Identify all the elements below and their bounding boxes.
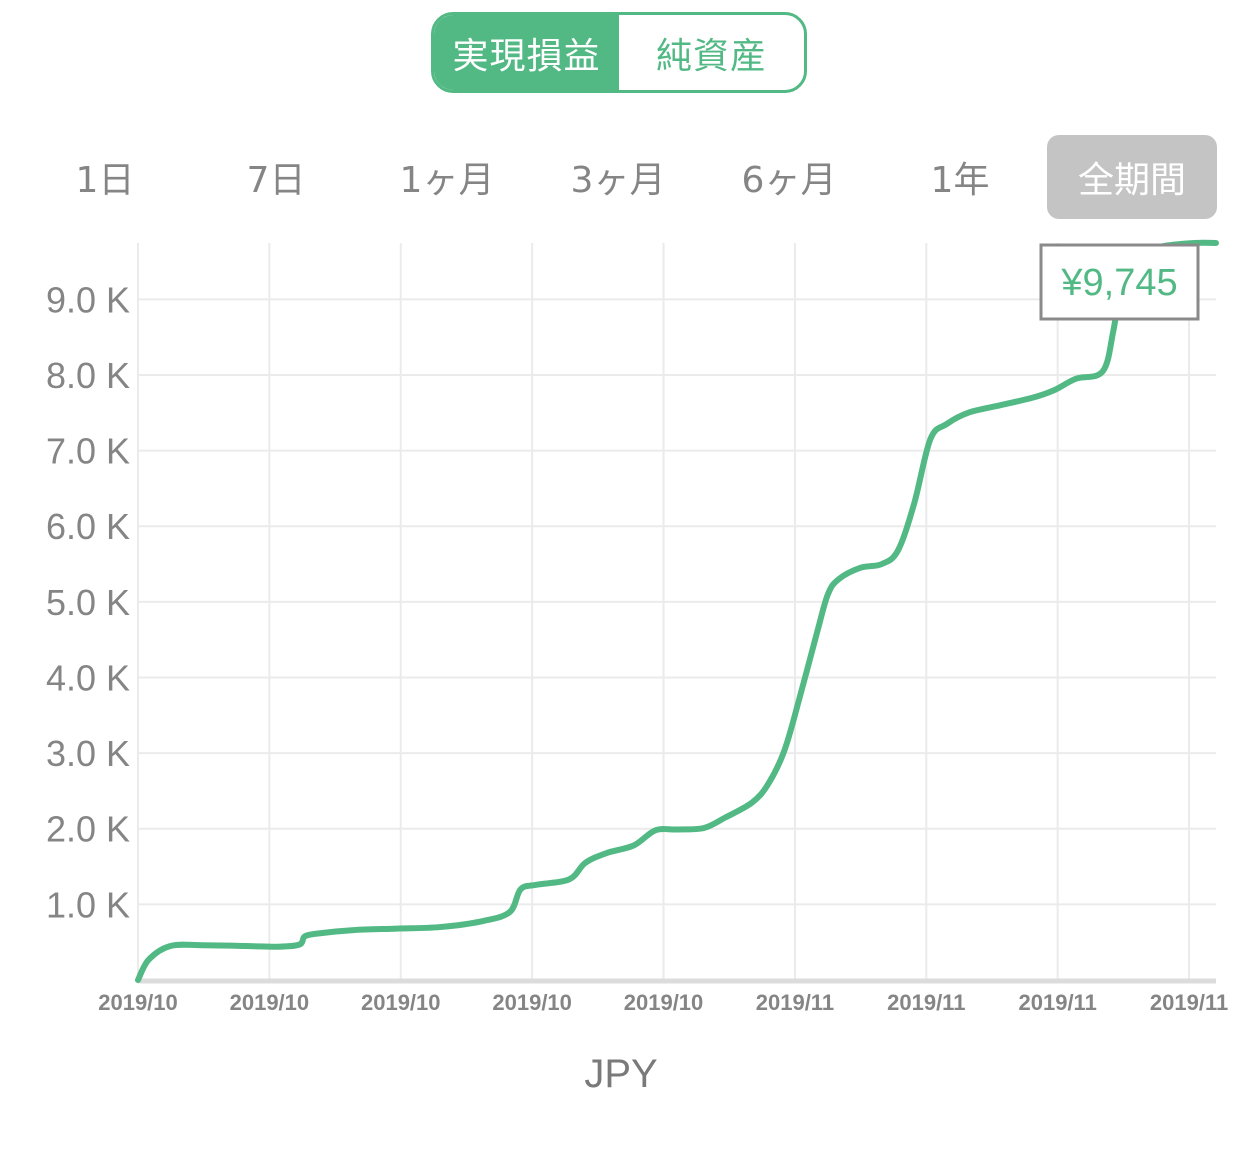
y-tick-label: 9.0 K [46, 279, 130, 320]
toggle-realized-pnl[interactable]: 実現損益 [434, 15, 619, 90]
pnl-networth-toggle: 実現損益 純資産 [431, 12, 807, 93]
y-tick-label: 6.0 K [46, 506, 130, 547]
pnl-line-chart[interactable]: 1.0 K 2.0 K 3.0 K 4.0 K 5.0 K 6.0 K 7.0 K 8.0 K… [0, 230, 1242, 1030]
x-tick-label: 2019/11 [887, 990, 965, 1015]
horizontal-gridlines [138, 298, 1216, 906]
vertical-gridlines [137, 243, 1191, 980]
currency-label: JPY [584, 1052, 658, 1096]
y-tick-label: 7.0 K [46, 431, 130, 472]
x-axis-labels: 2019/10 2019/10 2019/10 2019/10 2019/10 2019/… [98, 990, 1228, 1015]
y-tick-label: 2.0 K [46, 809, 130, 850]
series-line [135, 239, 1219, 983]
x-tick-label: 2019/10 [361, 990, 441, 1015]
x-tick-label: 2019/10 [98, 990, 178, 1015]
tooltip-box [1039, 243, 1200, 321]
range-7-days[interactable]: 7日 [246, 160, 306, 201]
range-3-months[interactable]: 3ヶ月 [570, 160, 666, 201]
range-1-month[interactable]: 1ヶ月 [399, 160, 495, 201]
y-axis-labels: 1.0 K 2.0 K 3.0 K 4.0 K 5.0 K 6.0 K 7.0 K 8.0 K… [46, 279, 130, 925]
range-1-year[interactable]: 1年 [930, 160, 990, 201]
x-tick-label: 2019/10 [492, 990, 572, 1015]
x-tick-label: 2019/10 [230, 990, 310, 1015]
range-all-time[interactable]: 全期間 [1047, 135, 1217, 219]
x-tick-label: 2019/11 [1019, 990, 1097, 1015]
x-tick-label: 2019/11 [756, 990, 834, 1015]
range-6-months[interactable]: 6ヶ月 [741, 160, 837, 201]
tooltip-value: ¥9,745 [1060, 262, 1177, 304]
range-1-day[interactable]: 1日 [75, 160, 135, 201]
y-tick-label: 8.0 K [46, 355, 130, 396]
y-tick-label: 1.0 K [46, 884, 130, 925]
time-range-selector: 1日 7日 1ヶ月 3ヶ月 6ヶ月 1年 全期間 [20, 135, 1220, 219]
y-tick-label: 5.0 K [46, 582, 130, 623]
toggle-net-assets[interactable]: 純資産 [655, 35, 767, 77]
y-tick-label: 4.0 K [46, 657, 130, 698]
x-tick-label: 2019/11 [1150, 990, 1228, 1015]
x-tick-label: 2019/10 [624, 990, 704, 1015]
y-tick-label: 3.0 K [46, 733, 130, 774]
value-tooltip: ¥9,745 [1039, 243, 1200, 321]
